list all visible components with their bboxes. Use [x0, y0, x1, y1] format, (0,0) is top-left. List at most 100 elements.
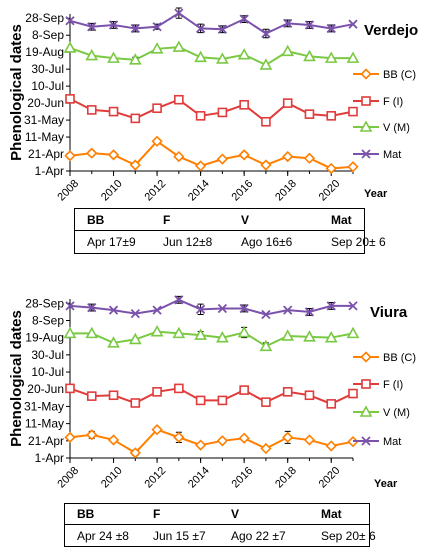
verdejo-data-point: [108, 106, 119, 117]
viura-legend-marker-0: [360, 351, 372, 363]
verdejo-data-point: [348, 106, 358, 117]
viura-y-tick-label: 1-Apr: [35, 451, 64, 465]
verdejo-data-point: [174, 94, 184, 105]
verdejo-legend-marker-1: [361, 96, 371, 106]
verdejo-x-tick-label: 2020: [317, 178, 343, 204]
verdejo-data-point: [194, 160, 207, 172]
verdejo-data-point: [87, 22, 97, 32]
verdejo-header-f: F: [163, 212, 171, 227]
verdejo-x-tick-label: 2018: [273, 178, 299, 204]
verdejo-data-point: [64, 150, 76, 162]
verdejo-data-point: [239, 100, 249, 110]
viura-data-point: [174, 295, 184, 305]
verdejo-legend-label-1: F (I): [383, 96, 403, 108]
viura-x-axis-label: Year: [374, 478, 398, 490]
verdejo-y-tick-label: 10-Jul: [31, 79, 64, 93]
verdejo-data-point: [217, 24, 228, 34]
verdejo-header-bb: BB: [87, 212, 105, 227]
verdejo-data-point: [304, 20, 315, 30]
viura-legend-marker-2: [359, 405, 373, 417]
viura-data-point: [282, 387, 293, 397]
viura-data-point: [108, 305, 119, 315]
verdejo-title: Verdejo: [364, 22, 418, 39]
verdejo-data-point: [217, 107, 228, 118]
viura-data-point: [283, 305, 293, 315]
viura-table-header-row: BB F V Mat: [65, 504, 369, 525]
viura-data-point: [86, 391, 97, 401]
verdejo-y-tick-label: 30-Jul: [31, 62, 64, 76]
viura-legend-marker-1: [361, 379, 371, 389]
verdejo-data-point: [85, 48, 99, 61]
viura-data-point: [64, 431, 76, 444]
viura-data-point: [151, 424, 163, 436]
viura-y-tick-label: 21-Apr: [28, 434, 64, 448]
viura-x-tick-label: 2008: [55, 465, 81, 491]
verdejo-data-point: [303, 152, 316, 164]
verdejo-y-tick-label: 31-May: [24, 113, 64, 127]
viura-data-point: [325, 440, 337, 452]
verdejo-series-line-3: [69, 11, 354, 35]
verdejo-data-point: [324, 51, 338, 63]
viura-data-point: [65, 301, 75, 311]
viura-data-point: [150, 325, 164, 337]
viura-data-point: [239, 385, 249, 395]
viura-data-point: [239, 303, 249, 314]
verdejo-data-point: [259, 58, 273, 70]
viura-data-point: [303, 434, 316, 446]
viura-data-point: [195, 395, 206, 406]
viura-data-point: [173, 431, 185, 444]
viura-title: Viura: [370, 304, 408, 321]
verdejo-data-point: [129, 159, 141, 171]
verdejo-data-point: [325, 162, 337, 175]
verdejo-legend-marker-0: [360, 68, 372, 80]
verdejo-data-point: [261, 28, 271, 39]
viura-y-tick-label: 30-Jul: [31, 348, 64, 362]
viura-table-value-row: Apr 24 ±8 Jun 15 ±7 Ago 22 ±7 Sep 20± 6: [65, 525, 376, 546]
viura-data-point: [260, 442, 272, 455]
viura-header-bb: BB: [77, 507, 95, 521]
verdejo-legend-label-2: V (M): [383, 122, 410, 134]
verdejo-data-point: [283, 18, 293, 28]
viura-data-point: [172, 326, 186, 339]
verdejo-data-point: [152, 22, 162, 32]
viura-x-tick-label: 2016: [230, 465, 256, 491]
verdejo-data-point: [65, 16, 75, 26]
verdejo-data-point: [86, 105, 97, 115]
viura-data-point: [130, 308, 140, 319]
viura-y-tick-label: 8-Sep: [32, 313, 64, 327]
viura-data-point: [326, 399, 337, 409]
viura-header-f: F: [153, 507, 161, 521]
verdejo-data-point: [107, 149, 120, 161]
verdejo-data-point: [63, 41, 77, 53]
viura-value-mat: Sep 20± 6: [321, 528, 376, 543]
verdejo-data-point: [86, 147, 98, 159]
viura-data-point: [282, 431, 294, 444]
verdejo-y-axis-label: Phenological dates: [8, 24, 25, 161]
viura-data-point: [238, 432, 250, 444]
viura-data-point: [304, 307, 315, 317]
verdejo-data-point: [239, 14, 249, 24]
verdejo-data-point: [237, 48, 251, 60]
viura-y-tick-label: 10-Jul: [31, 365, 64, 379]
verdejo-y-tick-label: 21-Apr: [28, 147, 64, 161]
viura-legend-label-3: Mat: [383, 436, 401, 448]
viura-data-point: [216, 435, 229, 447]
viura-legend-label-1: F (I): [383, 379, 403, 391]
verdejo-data-point: [260, 159, 272, 171]
verdejo-table-header-row: BB F V Mat: [75, 209, 364, 231]
verdejo-value-f: Jun 12±8: [163, 235, 213, 249]
viura-data-point: [108, 390, 119, 401]
viura-data-point: [174, 383, 184, 394]
viura-data-point: [87, 302, 97, 313]
viura-data-point: [259, 339, 273, 352]
verdejo-legend-label-0: BB (C): [383, 69, 416, 81]
viura-series-line-2: [70, 330, 354, 348]
verdejo-data-point: [195, 23, 206, 34]
verdejo-legend-marker-2: [359, 120, 373, 132]
verdejo-data-point: [326, 23, 336, 34]
viura-value-bb: Apr 24 ±8: [77, 528, 129, 543]
viura-data-point: [152, 387, 162, 397]
viura-data-point: [217, 395, 228, 406]
viura-data-point: [128, 332, 142, 345]
verdejo-x-tick-label: 2012: [142, 178, 168, 204]
